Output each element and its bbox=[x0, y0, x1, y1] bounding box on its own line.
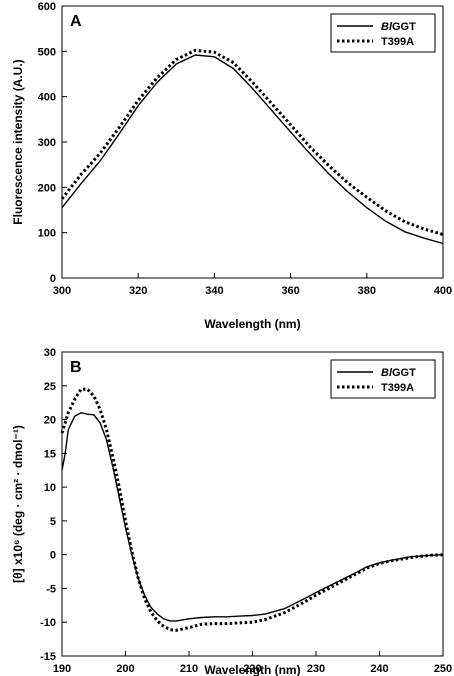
y-tick-label: 20 bbox=[44, 415, 56, 427]
series-line-blggt bbox=[61, 54, 444, 245]
x-tick-label: 250 bbox=[434, 663, 452, 675]
y-tick-label: 500 bbox=[38, 46, 56, 58]
x-tick-label: 360 bbox=[281, 285, 299, 297]
y-tick-label: -10 bbox=[40, 617, 56, 629]
panel-label: B bbox=[70, 359, 82, 376]
y-axis-label: Fluorescence intensity (A.U.) bbox=[11, 59, 25, 224]
y-tick-label: 100 bbox=[38, 228, 56, 240]
legend-label: BlGGT bbox=[381, 21, 416, 33]
series-line-blggt bbox=[61, 412, 444, 622]
y-axis-label: [θ] x10⁶ (deg · cm² · dmol⁻¹) bbox=[11, 425, 25, 583]
panel-a: 300 320 340 360 380 400 0 100 200 300 400 500 600 A Bl… bbox=[11, 1, 452, 331]
x-tick-label: 200 bbox=[116, 663, 134, 675]
y-tick-label: 300 bbox=[38, 137, 56, 149]
y-tick-label: 10 bbox=[44, 482, 56, 494]
y-tick-label: 15 bbox=[44, 448, 56, 460]
y-tick-label: -15 bbox=[40, 651, 56, 663]
y-tick-label: 0 bbox=[50, 273, 56, 285]
y-tick-label: 0 bbox=[50, 550, 56, 562]
x-tick-label: 190 bbox=[53, 663, 71, 675]
y-tick-label: -5 bbox=[46, 583, 56, 595]
y-tick-label: 200 bbox=[38, 182, 56, 194]
legend-box bbox=[330, 13, 436, 53]
legend-label: T399A bbox=[381, 36, 414, 48]
x-tick-label: 240 bbox=[370, 663, 388, 675]
x-tick-label: 380 bbox=[358, 285, 376, 297]
y-tick-label: 600 bbox=[38, 1, 56, 13]
y-tick-label: 30 bbox=[44, 347, 56, 359]
x-tick-label: 300 bbox=[53, 285, 71, 297]
x-tick-label: 210 bbox=[180, 663, 198, 675]
legend-label: BlGGT bbox=[381, 367, 416, 379]
y-tick-label: 400 bbox=[38, 92, 56, 104]
y-tick-label: 25 bbox=[44, 381, 56, 393]
legend-label: T399A bbox=[381, 382, 414, 394]
legend-box bbox=[330, 359, 436, 399]
x-tick-label: 320 bbox=[129, 285, 147, 297]
x-tick-label: 220 bbox=[243, 663, 261, 675]
x-axis-label: Wavelength (nm) bbox=[204, 317, 300, 331]
x-tick-label: 340 bbox=[205, 285, 223, 297]
series-line-t399a bbox=[60, 387, 444, 632]
panel-b: 190 200 210 220 230 240 250 -15 -10 -5 0 5 10 15 20 25 3… bbox=[11, 347, 452, 676]
panel-label: A bbox=[70, 13, 82, 30]
x-tick-label: 230 bbox=[307, 663, 325, 675]
x-axis-label: Wavelength (nm) bbox=[204, 663, 300, 676]
y-tick-label: 5 bbox=[50, 516, 56, 528]
x-tick-label: 400 bbox=[434, 285, 452, 297]
series-line-t399a bbox=[60, 48, 444, 236]
